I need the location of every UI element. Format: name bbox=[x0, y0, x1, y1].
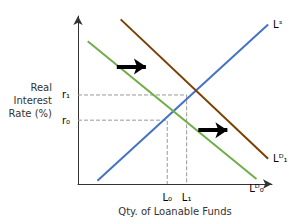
svg-text:Lˢ: Lˢ bbox=[273, 19, 283, 30]
svg-text:Real: Real bbox=[30, 82, 52, 93]
svg-text:L₀: L₀ bbox=[162, 192, 172, 203]
svg-text:Lᴰ₁: Lᴰ₁ bbox=[273, 153, 287, 164]
svg-text:Lᴰ₀: Lᴰ₀ bbox=[249, 183, 263, 194]
svg-text:Qty. of Loanable Funds: Qty. of Loanable Funds bbox=[118, 206, 231, 217]
svg-text:r₁: r₁ bbox=[62, 89, 70, 100]
svg-text:Rate (%): Rate (%) bbox=[9, 108, 53, 119]
svg-text:r₀: r₀ bbox=[62, 115, 70, 126]
svg-text:Interest: Interest bbox=[13, 95, 52, 106]
svg-text:L₁: L₁ bbox=[182, 192, 192, 203]
